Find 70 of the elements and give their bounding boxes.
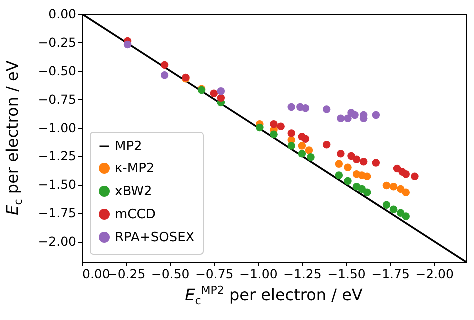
point [322, 106, 331, 114]
legend-label: mCCD [115, 208, 156, 222]
legend-label: RPA+SOSEX [115, 230, 195, 246]
point [396, 185, 405, 194]
point [396, 209, 405, 217]
x-tick-label: −1.00 [239, 266, 278, 282]
x-tick-label: −1.75 [372, 266, 410, 282]
point [322, 140, 331, 149]
point [288, 130, 296, 138]
point [393, 164, 402, 173]
point [382, 182, 391, 190]
point [337, 114, 345, 123]
point [390, 183, 398, 191]
y-tick-label: −2.00 [38, 234, 77, 250]
x-tick-label: −1.25 [284, 266, 322, 282]
point [302, 104, 310, 112]
point [124, 40, 132, 49]
point [402, 188, 410, 196]
point [335, 172, 344, 180]
y-tick-label: −1.75 [38, 206, 76, 221]
point [335, 160, 344, 168]
point [217, 94, 226, 102]
point [402, 170, 410, 178]
point [382, 201, 391, 209]
point [288, 103, 296, 112]
legend-label: MP2 [115, 140, 142, 154]
point [344, 164, 352, 172]
point [348, 152, 356, 160]
y-tick-label: 0.00 [48, 6, 77, 22]
y-tick-label: −1.25 [38, 148, 76, 164]
x-axis-title: E$_{c}$$^{MP2}$ per electron / eV [185, 284, 363, 308]
point [337, 150, 345, 158]
point [210, 90, 218, 98]
y-tick-label: −0.25 [38, 34, 76, 50]
point [160, 72, 169, 80]
point [298, 150, 306, 158]
y-tick-label: −0.50 [38, 63, 77, 78]
x-tick-label: −0.75 [195, 266, 234, 282]
point [344, 177, 352, 186]
point [344, 114, 352, 123]
point [217, 87, 226, 96]
point [302, 135, 310, 144]
point [363, 172, 372, 181]
point [256, 124, 264, 132]
point [160, 61, 169, 70]
point [298, 142, 306, 150]
point [411, 172, 419, 181]
point [352, 156, 361, 164]
point [270, 130, 278, 138]
point [360, 158, 368, 166]
point [372, 159, 380, 167]
point [372, 111, 380, 120]
legend-label: κ-MP2 [115, 162, 155, 176]
point [351, 111, 359, 120]
x-tick-label: −2.00 [416, 266, 454, 282]
x-tick-label: −0.50 [151, 266, 190, 282]
point [402, 212, 410, 220]
y-tick-label: −1.00 [38, 120, 77, 136]
point [270, 120, 278, 128]
point [390, 206, 398, 214]
legend-label: xBW2 [115, 184, 152, 200]
point [288, 142, 296, 150]
y-tick-label: −1.50 [38, 177, 77, 192]
point [277, 122, 285, 130]
x-tick-label: −1.50 [328, 266, 366, 282]
point [305, 146, 314, 154]
point [307, 153, 315, 162]
x-tick-label: 0.00 [82, 266, 110, 282]
y-tick-label: −0.75 [38, 92, 76, 107]
point [363, 188, 372, 196]
